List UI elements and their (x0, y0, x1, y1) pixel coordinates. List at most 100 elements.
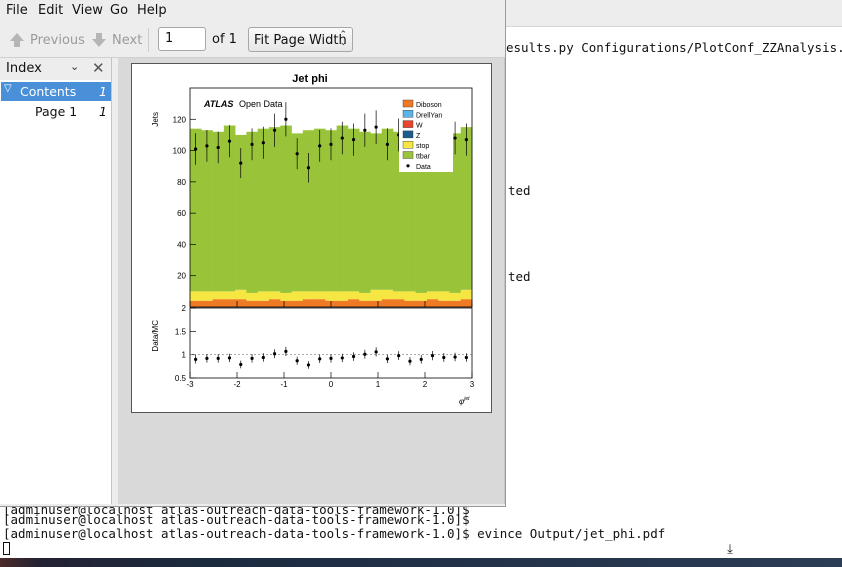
ratio-point (363, 352, 367, 356)
taskbar (0, 558, 842, 567)
menu-help[interactable]: Help (137, 3, 167, 18)
ratio-point (385, 357, 389, 361)
expander-down-icon[interactable]: ▽ (4, 83, 12, 94)
bar-diboson (359, 300, 371, 307)
evince-window: File Edit View Go Help Previous Next 1 o… (0, 0, 506, 507)
zoom-select[interactable]: Fit Page Width ⌃ ⌄ (248, 27, 353, 52)
y-tick-label: 120 (173, 115, 187, 124)
page-count-label: of 1 (212, 32, 237, 47)
bar-stop (235, 289, 247, 300)
x-tick-label: 1 (376, 380, 381, 389)
x-tick-label: -2 (233, 380, 241, 389)
bar-stop (190, 291, 202, 301)
chart-title: Jet phi (292, 73, 327, 85)
ratio-point (295, 359, 299, 363)
data-point (250, 142, 254, 146)
legend-swatch-diboson (402, 99, 414, 108)
data-point (261, 141, 265, 145)
document-view[interactable]: Jet phi Jets Data/MC ATLAS Open Data φje… (118, 58, 504, 504)
bar-stop (314, 291, 326, 300)
sidebar-item-page-1[interactable]: Page 1 1 (1, 102, 111, 121)
bar-diboson (302, 299, 315, 307)
data-point (227, 139, 232, 143)
legend-swatch-z (402, 130, 414, 139)
data-point (284, 117, 288, 121)
chevron-down-icon[interactable]: ⌄ (70, 60, 80, 73)
bar-diboson (268, 299, 281, 307)
menu-go[interactable]: Go (110, 3, 129, 18)
bar-diboson (201, 300, 213, 307)
bar-ttbar (268, 127, 281, 292)
download-icon[interactable]: ⤓ (727, 542, 733, 557)
bar-stop (347, 291, 360, 300)
bar-ttbar (291, 133, 304, 292)
bar-ttbar (325, 130, 337, 292)
data-point (205, 144, 209, 148)
ratio-point (430, 354, 435, 358)
menu-edit[interactable]: Edit (38, 3, 64, 18)
ratio-point (419, 357, 423, 361)
close-icon[interactable]: ✕ (92, 59, 105, 77)
x-tick-label: 2 (423, 380, 428, 389)
data-point (363, 128, 367, 132)
page-number-input[interactable]: 1 (158, 27, 206, 51)
legend-swatch-w (402, 120, 414, 128)
legend-label: stop (416, 143, 429, 150)
bar-ttbar (359, 131, 371, 293)
x-tick-label: 3 (470, 380, 475, 389)
next-button[interactable]: Next (91, 30, 142, 50)
bar-ttbar (460, 127, 473, 290)
axes: 20 40 60 80 100 120 0.5 1 1.5 2 -3 -2 -1 0 1 2 3 (173, 87, 475, 389)
x-tick-label: -3 (186, 380, 194, 389)
bar-stop (426, 291, 439, 300)
bar-ttbar (190, 128, 202, 292)
bar-diboson (449, 300, 462, 307)
legend-swatch-drellyan (402, 110, 414, 118)
bar-stop (201, 291, 213, 301)
bar-ttbar (449, 133, 462, 293)
bar-ttbar (347, 128, 360, 292)
bar-diboson (223, 299, 236, 307)
bar-stop (280, 292, 292, 301)
histogram-plot: Jet phi Jets Data/MC ATLAS Open Data φje… (151, 73, 475, 406)
chevron-updown-icon: ⌃ ⌄ (339, 30, 347, 48)
x-axis-label: φjet (459, 396, 470, 406)
bar-ttbar (302, 130, 315, 292)
bar-stop (381, 289, 394, 300)
bar-stop (246, 292, 258, 301)
ratio-axis-label: Data/MC (151, 320, 160, 352)
tree-item-label: Page 1 (35, 104, 78, 119)
bar-ttbar (370, 133, 383, 290)
menu-file[interactable]: File (6, 3, 28, 18)
ratio-point (397, 354, 401, 358)
legend-label: Z (416, 133, 421, 140)
ratio-tick-label: 0.5 (175, 374, 187, 383)
bar-diboson (246, 300, 258, 307)
sidebar-item-contents[interactable]: ▽ Contents 1 (1, 82, 111, 101)
menu-view[interactable]: View (72, 3, 103, 18)
bar-ttbar (201, 130, 213, 292)
data-point (318, 144, 322, 148)
data-point (239, 161, 243, 165)
x-axis-label-main: φ (459, 397, 464, 406)
bar-ttbar (404, 128, 416, 292)
bar-diboson (393, 299, 405, 307)
bar-stop (359, 292, 371, 301)
legend-label: DrellYan (416, 112, 442, 119)
ratio-tick-label: 2 (182, 304, 187, 313)
atlas-label: ATLAS (203, 99, 233, 109)
previous-button[interactable]: Previous (9, 30, 85, 50)
bar-diboson (336, 300, 349, 307)
bar-diboson (404, 300, 416, 307)
terminal-cursor (3, 542, 10, 555)
bar-stop (268, 291, 281, 300)
toolbar: Previous Next 1 of 1 Fit Page Width ⌃ ⌄ (0, 22, 505, 58)
bar-diboson (291, 300, 304, 307)
ratio-point (408, 359, 412, 363)
data-point (194, 147, 198, 151)
bar-ttbar (235, 134, 247, 290)
bar-stop (212, 291, 225, 300)
bar-ttbar (246, 131, 258, 293)
ratio-point (194, 357, 198, 361)
